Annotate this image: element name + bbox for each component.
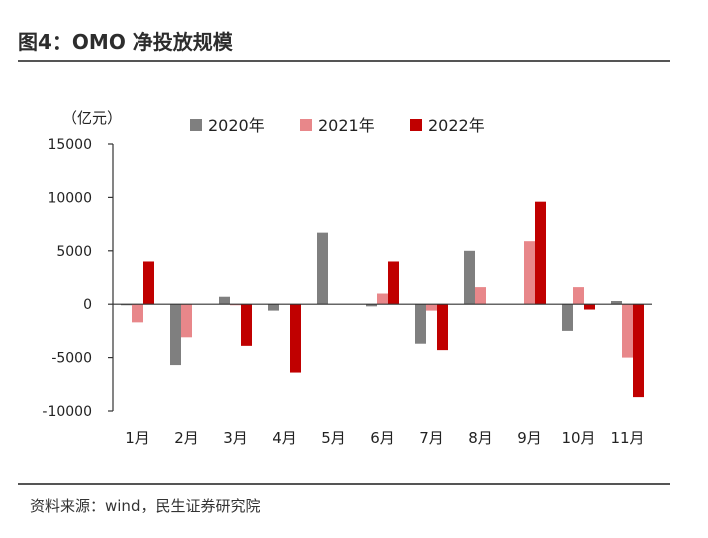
bar-2022年-1月 xyxy=(143,261,154,305)
legend-label: 2020年 xyxy=(208,116,265,135)
bar-2021年-2月 xyxy=(181,304,192,338)
bars xyxy=(121,201,644,398)
bar-2022年-9月 xyxy=(535,201,546,305)
legend-swatch-2022年 xyxy=(410,119,422,131)
legend: 2020年 2021年 2022年 xyxy=(190,116,485,135)
x-tick-label: 2月 xyxy=(174,429,199,447)
y-tick-label: 0 xyxy=(83,297,92,313)
bar-2021年-7月 xyxy=(426,304,437,311)
bar-2020年-11月 xyxy=(611,300,622,305)
bar-2021年-8月 xyxy=(475,287,486,305)
y-axis-unit-label: （亿元） xyxy=(62,109,122,127)
bar-2022年-10月 xyxy=(584,304,595,310)
bar-2021年-10月 xyxy=(573,287,584,305)
y-tick-label: 10000 xyxy=(47,190,92,206)
x-tick-label: 1月 xyxy=(125,429,150,447)
legend-swatch-2021年 xyxy=(300,119,312,131)
y-tick-label: 15000 xyxy=(47,137,92,153)
legend-label: 2021年 xyxy=(318,116,375,135)
bar-2020年-10月 xyxy=(562,304,573,331)
y-axis: 15000 10000 5000 0 -5000 -10000 xyxy=(42,137,114,420)
chart-title: 图4：OMO 净投放规模 xyxy=(18,30,233,54)
y-tick-label: -10000 xyxy=(42,404,92,420)
legend-label: 2022年 xyxy=(428,116,485,135)
legend-swatch-2020年 xyxy=(190,119,202,131)
bar-2022年-4月 xyxy=(290,304,301,373)
x-tick-label: 3月 xyxy=(223,429,248,447)
bar-2020年-2月 xyxy=(170,304,181,366)
x-tick-label: 9月 xyxy=(517,429,542,447)
x-tick-label: 4月 xyxy=(272,429,297,447)
y-tick-label: 5000 xyxy=(56,244,92,260)
bar-2020年-6月 xyxy=(366,304,377,307)
bar-2020年-7月 xyxy=(415,304,426,344)
bar-2021年-9月 xyxy=(524,241,535,305)
x-tick-label: 10月 xyxy=(561,429,595,447)
x-tick-label: 7月 xyxy=(419,429,444,447)
bar-2022年-3月 xyxy=(241,304,252,346)
bar-2021年-11月 xyxy=(622,304,633,358)
bar-2020年-3月 xyxy=(219,296,230,305)
source-note: 资料来源：wind，民生证券研究院 xyxy=(30,497,261,515)
title-divider xyxy=(18,60,670,62)
x-tick-label: 8月 xyxy=(468,429,493,447)
bar-2021年-1月 xyxy=(132,304,143,323)
x-tick-label: 5月 xyxy=(321,429,346,447)
bar-2021年-6月 xyxy=(377,293,388,305)
y-tick-label: -5000 xyxy=(51,351,92,367)
bar-2020年-5月 xyxy=(317,232,328,305)
bar-2022年-7月 xyxy=(437,304,448,351)
bar-2020年-8月 xyxy=(464,250,475,305)
bar-2022年-6月 xyxy=(388,261,399,305)
bar-2022年-11月 xyxy=(633,304,644,398)
x-axis: 1月 2月 3月 4月 5月 6月 7月 8月 9月 10月 11月 xyxy=(113,303,652,447)
x-tick-label: 6月 xyxy=(370,429,395,447)
footer-divider xyxy=(18,483,670,485)
x-tick-label: 11月 xyxy=(610,429,644,447)
bar-2020年-4月 xyxy=(268,304,279,311)
